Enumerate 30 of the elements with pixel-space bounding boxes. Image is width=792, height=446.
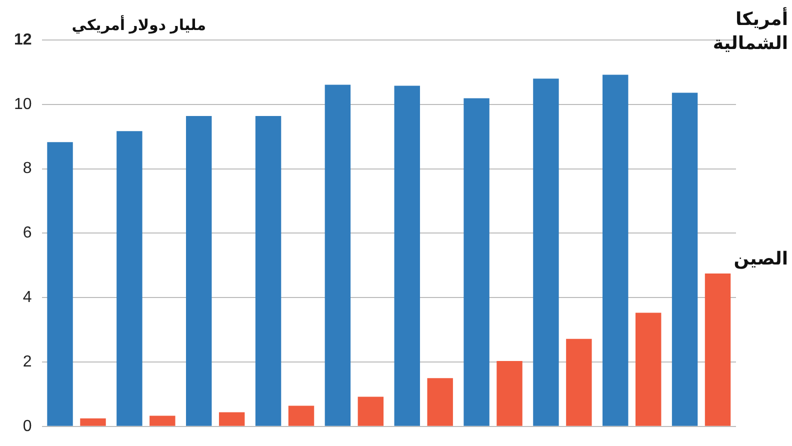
bar [602,74,628,426]
series-label: الصين [734,248,788,270]
bar [464,98,490,426]
bar [324,84,351,426]
bar [150,416,176,426]
bar [427,378,453,426]
bar [80,418,106,426]
bar [672,92,698,426]
bar [533,78,559,426]
bar [116,131,142,426]
y-tick-label: 12 [14,31,32,48]
bar [358,396,384,426]
bar [288,406,314,426]
bar [218,412,245,426]
bar [47,142,73,426]
bar [704,273,731,426]
y-tick-label: 8 [22,160,32,178]
bar [566,338,592,426]
bar [635,312,662,426]
y-tick-label: 2 [22,353,32,370]
bar [255,116,282,426]
y-axis-title: مليار دولار أمريكي [72,15,206,34]
bar [186,116,212,426]
y-tick-label: 10 [14,96,32,113]
y-tick-label: 0 [22,418,32,435]
bar [394,86,420,426]
bar [496,361,522,426]
text: أمريكا الشمالية [712,6,788,53]
y-tick-label: 6 [22,224,32,242]
y-tick-label: 4 [22,289,32,306]
